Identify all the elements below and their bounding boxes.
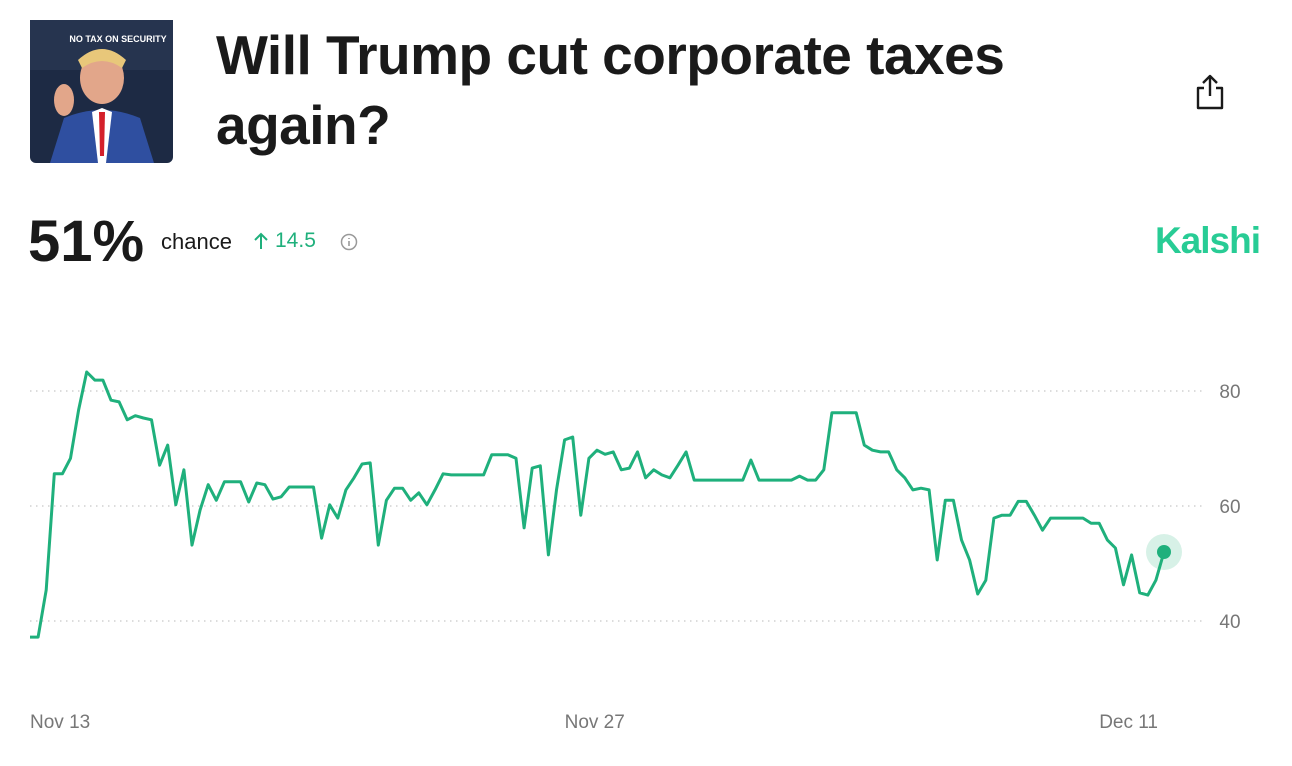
image-text: NO TAX ON SECURITY bbox=[69, 34, 166, 44]
share-button[interactable] bbox=[1194, 72, 1226, 112]
info-icon[interactable] bbox=[339, 232, 359, 252]
last-point bbox=[1157, 545, 1171, 559]
x-tick-label: Nov 27 bbox=[565, 712, 625, 733]
y-tick-label: 40 bbox=[1219, 612, 1240, 633]
probability-change: 14.5 bbox=[275, 229, 316, 252]
market-title: Will Trump cut corporate taxes again? bbox=[216, 24, 1005, 156]
y-tick-label: 60 bbox=[1219, 497, 1240, 518]
probability-label: chance bbox=[161, 229, 232, 254]
y-tick-label: 80 bbox=[1219, 382, 1240, 403]
x-tick-label: Dec 11 bbox=[1099, 712, 1158, 733]
brand-logo: Kalshi bbox=[1154, 220, 1261, 261]
probability: 51% bbox=[28, 209, 145, 274]
up-arrow-icon bbox=[254, 232, 268, 249]
price-line bbox=[30, 370, 1166, 639]
x-tick-label: Nov 13 bbox=[30, 712, 90, 733]
market-image: NO TAX ON SECURITY bbox=[30, 20, 173, 163]
